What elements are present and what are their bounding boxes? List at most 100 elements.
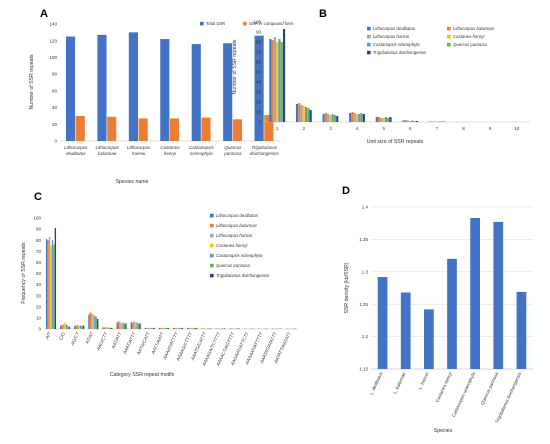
bar: [163, 328, 164, 329]
bar: [234, 328, 235, 329]
bar: [229, 328, 230, 329]
x-tick-label: 5: [382, 126, 385, 131]
x-tick-label: 9: [489, 126, 492, 131]
bar: [221, 328, 222, 329]
bar: [278, 39, 280, 122]
legend-swatch: [210, 214, 214, 218]
x-tick-label: Lithocarpus: [127, 145, 151, 150]
bar: [149, 328, 150, 329]
bar: [332, 114, 334, 122]
x-tick-label: AAAT/ATTT: [122, 330, 137, 356]
x-tick-label: pannosa: [223, 151, 242, 156]
x-tick-label: AG/CT: [69, 330, 80, 347]
bar: [517, 292, 527, 369]
legend-swatch: [210, 244, 214, 248]
bar: [177, 328, 178, 329]
bar: [433, 122, 435, 123]
bar: [191, 328, 192, 329]
x-tick-label: Castanopsis: [189, 145, 215, 150]
legend-swatch: [210, 264, 214, 268]
legend-swatch: [210, 254, 214, 258]
bar: [196, 328, 197, 329]
x-tick-label: 4: [356, 126, 359, 131]
legend-swatch: [447, 35, 451, 39]
bar: [119, 322, 120, 329]
bar: [76, 326, 77, 329]
bar: [153, 328, 154, 329]
bar: [129, 32, 138, 141]
chart-a: 020406080100120140LithocarpusdealbatusLi…: [29, 21, 294, 185]
bar: [416, 121, 418, 122]
bar: [447, 259, 457, 369]
bar: [173, 328, 174, 329]
x-axis-title: Species name: [116, 179, 149, 185]
y-tick-label: 140: [49, 22, 57, 27]
bar: [296, 104, 298, 122]
x-tick-label: 3: [329, 126, 332, 131]
bar: [160, 39, 169, 141]
legend-entry: Castanopsis sclerophyla: [373, 42, 420, 47]
bar: [192, 44, 201, 141]
bar: [208, 328, 209, 329]
bar: [62, 325, 63, 329]
x-tick-label: 2: [303, 126, 306, 131]
bar: [67, 326, 68, 329]
bar: [310, 110, 312, 122]
bar: [189, 328, 190, 329]
y-tick-label: 40: [52, 105, 58, 110]
bar: [334, 115, 336, 122]
bar: [358, 114, 360, 122]
bar: [223, 328, 224, 329]
bar: [162, 328, 163, 329]
bar: [440, 122, 442, 123]
bar: [409, 121, 411, 122]
legend-swatch: [367, 27, 371, 31]
bar: [232, 328, 233, 329]
bar: [83, 326, 84, 329]
bar: [50, 246, 51, 329]
y-tick-label: 10: [256, 110, 262, 115]
legend-entry: Lithocarpus hancei: [216, 233, 253, 238]
bar: [94, 316, 95, 329]
bar: [91, 313, 92, 329]
x-tick-label: Castanea henryi: [435, 371, 453, 403]
y-axis-title: Number of SSR repeats: [232, 39, 238, 94]
bar: [152, 328, 153, 329]
bar: [470, 218, 480, 369]
bar: [380, 118, 382, 122]
bar: [402, 121, 404, 123]
bar: [283, 29, 285, 122]
y-tick-label: 60: [256, 60, 262, 65]
legend-entry: Lithocarpus balansae: [216, 223, 257, 228]
bar: [46, 239, 47, 329]
legend-swatch: [367, 51, 371, 55]
y-tick-label: 20: [52, 122, 58, 127]
bar: [194, 328, 195, 329]
bar: [349, 113, 351, 122]
bar: [376, 117, 378, 122]
bar: [111, 328, 112, 329]
bar: [80, 326, 81, 329]
x-tick-label: AATT/AATT: [150, 330, 165, 356]
legend-entry: Trigobalanus doichangensis: [373, 50, 427, 55]
x-tick-label: balansae: [98, 151, 117, 156]
x-tick-label: 7: [436, 126, 439, 131]
y-tick-label: 20: [36, 304, 42, 309]
y-axis-title: Number of SSR repeats: [29, 54, 35, 109]
bar: [323, 114, 325, 122]
legend-entry: Lithocarpus hancei: [373, 34, 410, 39]
bar: [300, 105, 302, 122]
bar: [193, 328, 194, 329]
y-tick-label: 50: [36, 271, 42, 276]
legend-swatch: [367, 35, 371, 39]
bar: [132, 322, 133, 329]
panel-letter-d: D: [342, 185, 350, 197]
bar: [166, 328, 167, 329]
x-axis-title: Species: [434, 428, 453, 434]
y-tick-label: 10: [36, 316, 42, 321]
y-tick-label: 40: [256, 80, 262, 85]
bar: [107, 117, 116, 141]
bar: [49, 237, 50, 329]
